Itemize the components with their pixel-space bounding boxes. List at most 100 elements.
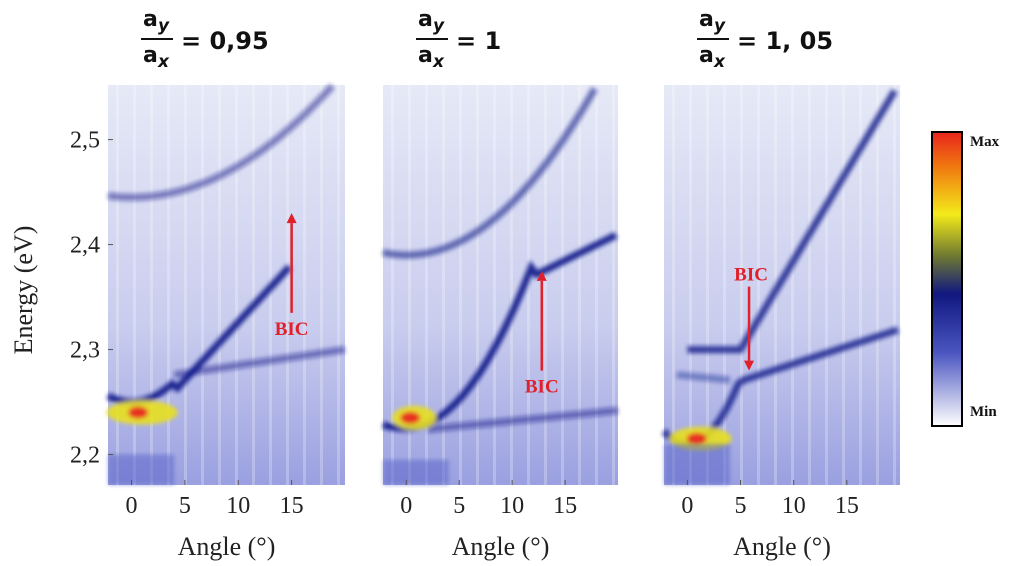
x-axis-label: Angle (°) [733, 532, 831, 561]
heatmap-stripe [527, 85, 530, 485]
title-denominator-sub: x [713, 52, 726, 72]
x-axis-label: Angle (°) [452, 532, 550, 561]
heatmap-bands [382, 87, 619, 433]
heatmap-stripe [723, 85, 726, 485]
band [427, 407, 619, 433]
title-numerator-sub: y [433, 16, 445, 36]
x-tick-label: 0 [400, 493, 412, 519]
x-tick-label: 15 [553, 493, 577, 519]
title-numerator: a [699, 7, 714, 32]
band [107, 83, 335, 201]
heatmap-stripe [859, 85, 862, 485]
title-numerator-sub: y [158, 16, 170, 36]
title-numerator-sub: y [714, 16, 726, 36]
heatmap-stripe [510, 85, 513, 485]
bic-arrowhead [536, 270, 547, 281]
y-tick-label: 2,5 [70, 128, 100, 154]
x-tick-label: 10 [500, 493, 524, 519]
heatmap-stripe [842, 85, 845, 485]
heatmap-stripe [578, 85, 581, 485]
title-value: = 1 [456, 27, 501, 55]
title-value: = 1, 05 [737, 27, 833, 55]
panel-title: a ya x = 0,95 [141, 7, 269, 72]
y-tick-label: 2,4 [70, 233, 100, 259]
heatmap-stripe [235, 85, 238, 485]
heatmap-stripe [791, 85, 794, 485]
x-tick-label: 5 [179, 493, 191, 519]
x-tick-label: 5 [735, 493, 747, 519]
heatmap-stripe [218, 85, 221, 485]
band [687, 89, 898, 354]
heatmap-stripe [808, 85, 811, 485]
title-denominator: a [418, 43, 433, 68]
x-tick-label: 0 [681, 493, 693, 519]
heatmap-stripe [408, 85, 411, 485]
heatmap-background [108, 85, 345, 485]
heatmap-stripe [493, 85, 496, 485]
heatmap-stripe [133, 85, 136, 485]
y-tick-label: 2,3 [70, 338, 100, 364]
heatmap-stripe [116, 85, 119, 485]
colorbar-max: Max [970, 134, 1000, 150]
title-numerator: a [143, 7, 158, 32]
heatmap-stripe [320, 85, 323, 485]
hot-spot-core [400, 411, 421, 424]
heatmap-stripe [561, 85, 564, 485]
bic-arrowhead [286, 213, 297, 224]
heatmap-bands [106, 83, 346, 425]
heatmap-stripe [337, 85, 340, 485]
heatmap-stripe [544, 85, 547, 485]
heatmap-stripe [459, 85, 462, 485]
x-tick-label: 10 [226, 493, 250, 519]
bic-label: BIC [275, 319, 309, 340]
heatmap-stripe [476, 85, 479, 485]
bottom-shade [664, 444, 730, 485]
panel-title: a ya x = 1 [416, 7, 501, 72]
heatmap-stripe [757, 85, 760, 485]
heatmap-stripe [184, 85, 187, 485]
band [173, 346, 346, 379]
colorbar-min: Min [970, 404, 997, 420]
band [676, 371, 731, 384]
title-denominator-sub: x [157, 52, 170, 72]
heatmap-stripe [689, 85, 692, 485]
x-tick-label: 15 [835, 493, 859, 519]
heatmap-stripe [706, 85, 709, 485]
title-denominator-sub: x [432, 52, 445, 72]
title-numerator: a [418, 7, 433, 32]
bic-label: BIC [525, 377, 559, 398]
bottom-shade [383, 459, 449, 485]
x-axis-label: Angle (°) [178, 532, 276, 561]
bic-label: BIC [734, 265, 768, 286]
y-tick-label: 2,2 [70, 443, 100, 469]
y-axis-label: Energy (eV) [9, 226, 38, 355]
hot-spot-core [128, 406, 149, 419]
x-tick-label: 5 [453, 493, 465, 519]
heatmap-stripe [612, 85, 615, 485]
heatmap-stripe [286, 85, 289, 485]
heatmap-stripe [303, 85, 306, 485]
colorbar [931, 131, 963, 427]
title-denominator: a [143, 43, 158, 68]
panel-title: a ya x = 1, 05 [697, 7, 833, 72]
heatmap-stripe [442, 85, 445, 485]
x-tick-label: 15 [280, 493, 304, 519]
heatmap-stripe [893, 85, 896, 485]
heatmap-stripe [201, 85, 204, 485]
x-tick-label: 0 [125, 493, 137, 519]
hot-spot-core [686, 432, 707, 445]
heatmap-stripe [595, 85, 598, 485]
heatmap-stripe [252, 85, 255, 485]
x-tick-label: 10 [782, 493, 806, 519]
heatmap-stripe [167, 85, 170, 485]
heatmap-stripe [876, 85, 879, 485]
heatmap-stripe [740, 85, 743, 485]
bottom-shade [108, 454, 175, 485]
heatmap-stripe [425, 85, 428, 485]
heatmap-stripe [825, 85, 828, 485]
title-denominator: a [699, 43, 714, 68]
title-value: = 0,95 [181, 27, 269, 55]
bic-arrowhead [744, 360, 755, 371]
band [382, 87, 598, 259]
